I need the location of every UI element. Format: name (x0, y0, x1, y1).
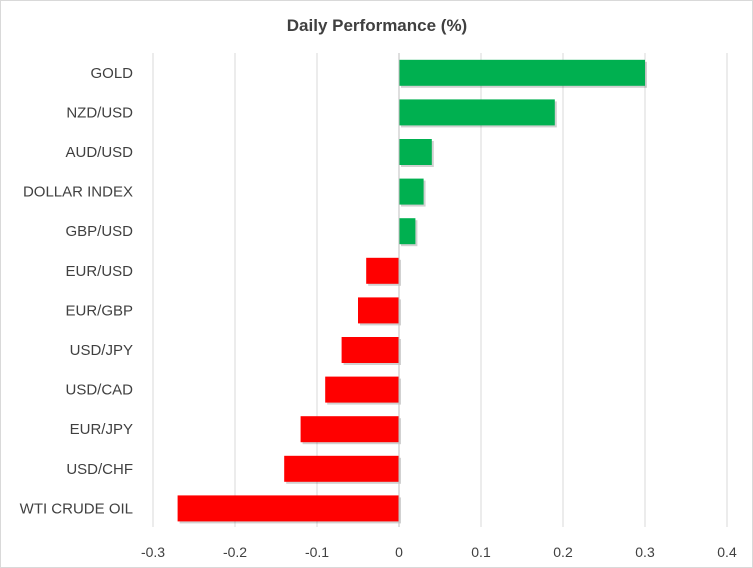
bars (177, 59, 647, 524)
bar (399, 218, 416, 245)
bar (284, 455, 399, 482)
category-label: NZD/USD (66, 104, 133, 121)
category-label: USD/CHF (66, 461, 133, 478)
category-label: AUD/USD (65, 144, 133, 161)
bar (325, 376, 399, 403)
bar (358, 297, 399, 324)
x-tick-label: 0.2 (553, 544, 573, 560)
bar (177, 495, 399, 522)
category-label: EUR/USD (65, 263, 133, 280)
x-tick-label: 0.3 (635, 544, 655, 560)
bar (399, 59, 645, 86)
x-tick-label: -0.1 (305, 544, 329, 560)
bar (341, 337, 399, 363)
x-tick-label: 0 (395, 544, 403, 560)
category-label: DOLLAR INDEX (23, 184, 133, 201)
category-label: GOLD (90, 65, 133, 82)
x-tick-label: 0.1 (471, 544, 491, 560)
category-labels: GOLD NZD/USD AUD/USD DOLLAR INDEX GBP/USD EUR… (20, 65, 134, 518)
x-tick-label: -0.3 (141, 544, 165, 560)
category-label: EUR/GBP (65, 302, 133, 319)
x-tick-label: 0.4 (717, 544, 737, 560)
category-label: EUR/JPY (70, 421, 133, 438)
chart-title: Daily Performance (%) (287, 16, 467, 35)
category-label: WTI CRUDE OIL (20, 500, 133, 517)
tick-labels: -0.3 -0.2 -0.1 0 0.1 0.2 0.3 0.4 (141, 544, 737, 560)
bar (366, 257, 399, 284)
category-label: GBP/USD (65, 223, 133, 240)
bar (399, 139, 432, 165)
x-tick-label: -0.2 (223, 544, 247, 560)
category-label: USD/CAD (65, 382, 133, 399)
grid-lines (152, 53, 728, 527)
bar (399, 178, 424, 205)
category-label: USD/JPY (70, 342, 133, 359)
bar (300, 416, 399, 443)
bar (399, 99, 555, 126)
